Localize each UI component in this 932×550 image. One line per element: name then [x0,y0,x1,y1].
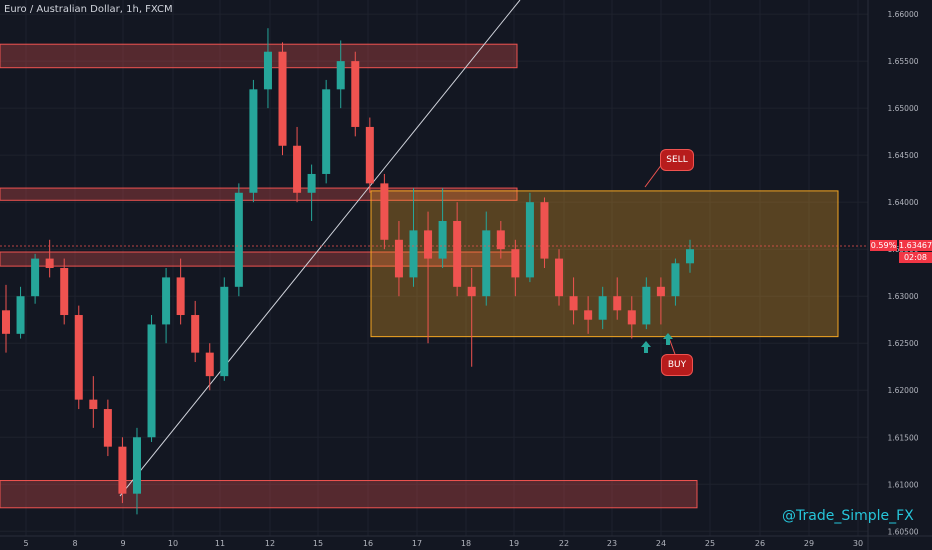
candle [16,286,25,339]
candle [540,197,549,268]
time-axis: 5 8 9 10 11 12 15 16 17 18 19 22 23 24 25 26 29 30 [0,535,932,548]
candle [205,343,214,391]
candle [162,268,171,344]
time-tick-label: 12 [265,539,275,548]
candle [438,188,447,268]
candle [1,284,11,353]
zones [0,43,839,509]
price-tick-label: 1.64000 [887,198,918,207]
buy-callout: BUY [661,354,693,376]
candle [627,296,636,339]
sell-callout: SELL [660,149,694,171]
candle [307,164,316,221]
candle [191,300,200,363]
time-tick-label: 15 [313,539,323,548]
last-price-badge: 1.63467 [899,240,932,251]
time-tick-label: 24 [656,539,666,548]
price-change-badge: 0.59% [870,240,897,251]
candle [336,40,345,109]
time-tick-label: 30 [853,539,863,548]
trend-line[interactable] [119,0,521,497]
candle [365,117,374,193]
price-tick-label: 1.61500 [887,433,918,442]
candle [613,277,622,320]
candle [642,277,651,330]
grid [0,0,868,536]
price-tick-label: 1.60500 [887,527,918,536]
candle [685,239,695,273]
candle [118,437,127,504]
candle [380,173,389,250]
price-tick-label: 1.65500 [887,57,918,66]
candle [482,211,491,306]
candle [263,28,272,109]
candle [453,202,462,297]
candle [234,183,243,297]
candle [671,258,680,306]
price-axis: 1.660001.655001.650001.645001.640001.635… [867,0,919,550]
price-tick-label: 1.66000 [887,10,918,19]
time-tick-label: 18 [461,539,471,548]
time-tick-label: 22 [559,539,569,548]
time-tick-label: 23 [607,539,617,548]
candle [656,277,665,325]
price-tick-label: 1.62500 [887,339,918,348]
candle [394,220,403,297]
candle [45,239,54,278]
resistance-zone-top[interactable] [0,43,518,69]
chart-title: Euro / Australian Dollar, 1h, FXCM [4,4,173,15]
candle [89,376,98,428]
price-tick-label: 1.63000 [887,292,918,301]
candle [584,296,593,334]
candle [293,126,302,203]
candle [424,211,433,344]
time-tick-label: 11 [215,539,225,548]
time-tick-label: 17 [412,539,422,548]
time-tick-label: 8 [72,539,77,548]
time-tick-label: 29 [804,539,814,548]
candle [60,258,69,325]
price-tick-label: 1.64500 [887,151,918,160]
up-arrow-icon [641,341,651,353]
time-tick-label: 5 [23,539,28,548]
candle [132,427,141,515]
candle [322,79,331,184]
candle [511,239,520,297]
time-tick-label: 26 [755,539,765,548]
candle [31,253,40,304]
support-zone-bottom[interactable] [0,480,698,509]
candle [220,277,229,381]
time-tick-label: 10 [168,539,178,548]
time-tick-label: 19 [509,539,519,548]
candle [176,258,185,325]
candles [1,28,695,515]
candle-countdown-badge: 02:08 [899,252,932,263]
candle [525,192,534,283]
candle [147,315,156,442]
candle [409,188,418,287]
candle [569,277,578,325]
watermark: @Trade_Simple_FX [782,508,914,524]
candle [74,305,83,410]
candle [351,51,360,137]
candle [103,399,112,457]
price-tick-label: 1.61000 [887,480,918,489]
price-tick-label: 1.65000 [887,104,918,113]
candle [467,268,476,367]
candle [249,79,258,203]
up-arrow-icon [663,333,673,345]
candle [555,249,564,306]
candle [278,42,287,156]
price-tick-label: 1.62000 [887,386,918,395]
time-tick-label: 9 [120,539,125,548]
time-tick-label: 16 [363,539,373,548]
time-tick-label: 25 [705,539,715,548]
candle [496,220,505,259]
candle [598,286,607,330]
